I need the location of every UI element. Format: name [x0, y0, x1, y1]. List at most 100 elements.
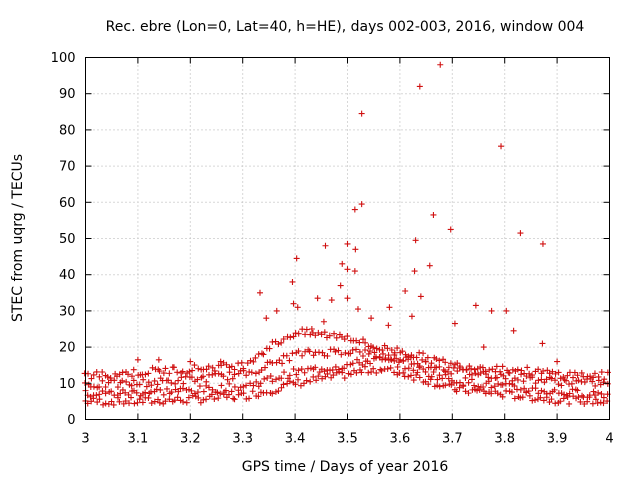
data-point: [133, 389, 140, 396]
data-point: [514, 366, 521, 373]
data-point: [448, 370, 455, 377]
y-axis-label: STEC from uqrg / TECUs: [10, 154, 26, 322]
data-point: [450, 364, 457, 371]
data-point: [457, 363, 464, 370]
data-point: [185, 394, 192, 401]
x-tick-label: 4: [605, 432, 613, 447]
data-point: [108, 398, 115, 405]
outlier-point: [134, 356, 141, 363]
data-point: [552, 370, 559, 377]
data-point: [479, 364, 486, 371]
data-point: [247, 380, 254, 387]
data-point: [310, 373, 317, 380]
outlier-point: [368, 315, 375, 322]
data-point: [188, 387, 195, 394]
data-point: [485, 378, 492, 385]
data-point: [489, 366, 496, 373]
data-point: [523, 388, 530, 395]
data-point: [90, 383, 97, 390]
data-point: [290, 366, 297, 373]
data-point: [555, 369, 562, 376]
data-point: [518, 367, 525, 374]
data-point: [586, 392, 593, 399]
outlier-point: [344, 295, 351, 302]
y-tick-label: 50: [59, 232, 76, 247]
data-point: [200, 388, 207, 395]
outlier-point: [517, 230, 524, 237]
data-point: [217, 390, 224, 397]
data-point: [385, 352, 392, 359]
outlier-point: [328, 297, 335, 304]
data-point: [463, 366, 470, 373]
data-point: [142, 389, 149, 396]
data-point: [388, 356, 395, 363]
data-point: [561, 391, 568, 398]
data-point: [388, 347, 395, 353]
data-point: [250, 382, 257, 389]
outlier-point: [416, 83, 423, 90]
data-point: [301, 369, 308, 376]
outlier-point: [344, 266, 351, 273]
data-point: [149, 364, 156, 371]
data-point: [108, 388, 115, 395]
data-point: [275, 341, 282, 348]
data-point: [249, 388, 256, 395]
data-point: [303, 326, 310, 333]
data-point: [183, 399, 190, 406]
data-point: [442, 382, 449, 389]
data-point: [540, 397, 547, 404]
data-point: [280, 336, 287, 343]
data-point: [157, 386, 164, 393]
data-point: [521, 370, 528, 377]
data-point: [203, 396, 210, 403]
data-point: [416, 374, 423, 381]
data-point: [416, 349, 423, 356]
data-point: [422, 368, 429, 375]
data-point: [598, 369, 605, 376]
data-point: [509, 377, 516, 384]
data-point: [499, 381, 506, 388]
data-point: [511, 382, 518, 389]
data-point: [240, 383, 247, 390]
data-point: [273, 376, 280, 383]
data-point: [313, 377, 320, 384]
data-point: [93, 368, 100, 375]
data-point: [373, 369, 380, 376]
data-point: [430, 368, 437, 375]
data-point: [170, 364, 177, 371]
data-point: [228, 388, 235, 395]
data-point: [110, 401, 117, 408]
data-point: [566, 400, 573, 407]
outlier-point: [294, 304, 301, 311]
x-tick-label: 3.5: [337, 432, 358, 447]
data-point: [123, 378, 130, 385]
data-point: [445, 364, 452, 371]
data-point: [480, 383, 487, 390]
data-point: [486, 366, 493, 373]
data-point: [428, 360, 435, 367]
data-point: [298, 366, 305, 373]
data-point: [332, 363, 339, 370]
data-point: [468, 365, 475, 372]
outlier-point: [503, 307, 510, 314]
data-point: [422, 358, 429, 365]
data-point: [570, 374, 577, 381]
data-point: [382, 355, 389, 362]
data-point: [532, 385, 539, 392]
data-point: [353, 356, 360, 363]
data-point: [360, 336, 367, 343]
data-point: [591, 392, 598, 399]
data-point: [188, 374, 195, 381]
data-point: [226, 380, 233, 387]
data-point: [526, 370, 533, 377]
data-point: [266, 345, 273, 352]
y-tick-label: 70: [59, 160, 76, 175]
data-point: [540, 367, 547, 374]
data-point: [252, 370, 259, 377]
data-point: [310, 352, 317, 359]
data-point: [578, 369, 585, 376]
data-point: [358, 369, 365, 376]
outlier-point: [554, 358, 561, 365]
data-point: [267, 373, 274, 380]
